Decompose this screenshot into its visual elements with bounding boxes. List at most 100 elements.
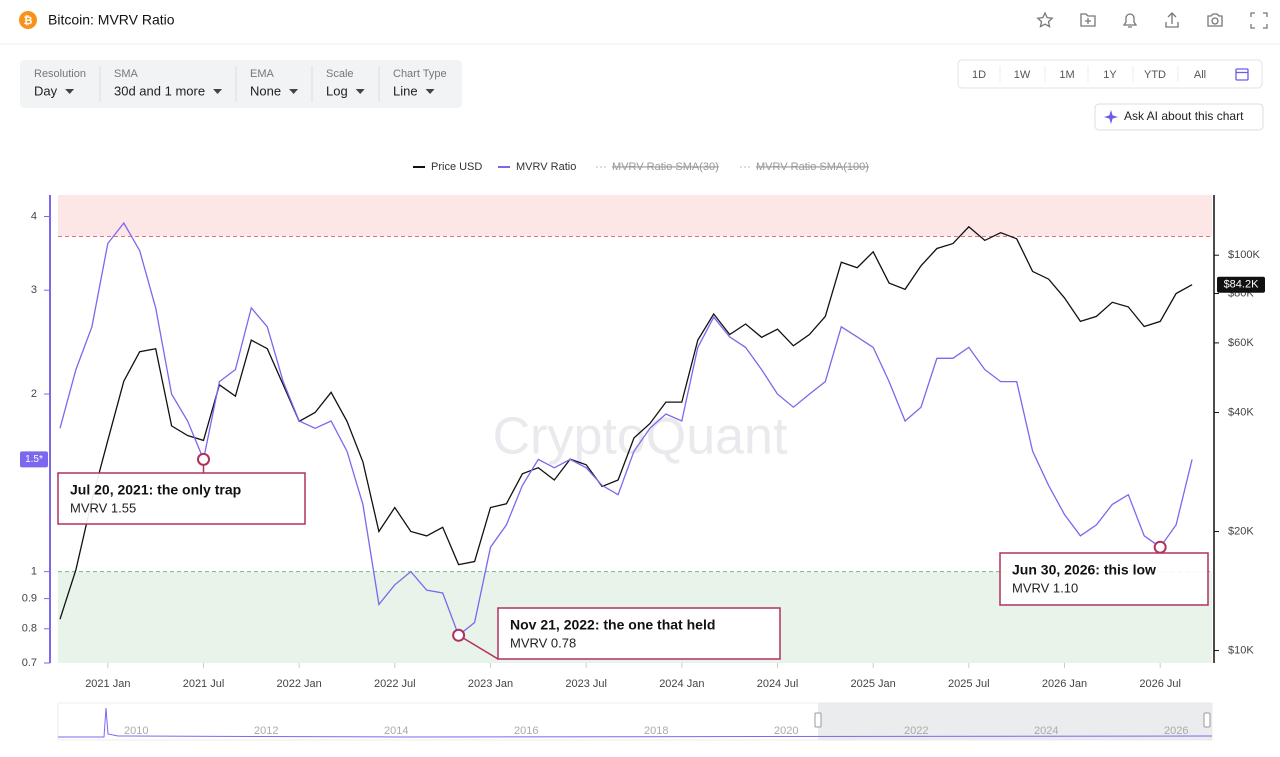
y-tick-label: 0.9: [22, 593, 37, 605]
value-badge: [20, 451, 48, 468]
legend-label[interactable]: Price USD: [431, 161, 482, 173]
series-line: [59, 225, 1193, 620]
control-value[interactable]: Line: [393, 83, 418, 98]
dropdown-caret: [289, 89, 299, 94]
y-tick-label: 0.8: [22, 623, 37, 635]
x-tick-label: 2024 Jan: [659, 678, 704, 690]
x-tick-label: 2025 Jan: [851, 678, 896, 690]
control-label: SMA: [114, 68, 139, 80]
x-tick-label: 2021 Jul: [183, 678, 225, 690]
range-button[interactable]: All: [1194, 69, 1206, 81]
x-tick-label: 2022 Jan: [277, 678, 322, 690]
annotation-title: Jun 30, 2026: this low: [1012, 562, 1156, 578]
annotation-text: MVRV 1.55: [70, 500, 136, 515]
x-tick-label: 2022 Jul: [374, 678, 416, 690]
folder-icon[interactable]: [1080, 13, 1096, 27]
y2-tick-label: $60K: [1228, 337, 1254, 349]
control-value[interactable]: Log: [326, 83, 348, 98]
dropdown-caret: [355, 89, 365, 94]
navigator-year: 2014: [384, 725, 408, 737]
fullscreen-icon[interactable]: [1250, 12, 1268, 29]
navigator-year: 2010: [124, 725, 148, 737]
share-icon[interactable]: [1165, 12, 1179, 28]
range-selector: [957, 59, 1263, 89]
range-button[interactable]: 1M: [1059, 69, 1074, 81]
x-tick-label: 2026 Jul: [1139, 678, 1181, 690]
range-button[interactable]: 1D: [972, 69, 986, 81]
range-buttons: 1D 1W 1M 1Y YTD All: [972, 66, 1206, 82]
y2-tick-label: $100K: [1228, 249, 1260, 261]
annotation-box: [497, 607, 781, 660]
ask-ai-label[interactable]: Ask AI about this chart: [1124, 109, 1244, 123]
ask-ai-button[interactable]: [1094, 103, 1264, 131]
annotation-box: [999, 552, 1209, 606]
favorite-icon[interactable]: [1036, 11, 1054, 28]
navigator-year: 2016: [514, 725, 538, 737]
control-label: Scale: [326, 68, 354, 80]
annotation-title: Nov 21, 2022: the one that held: [510, 617, 715, 633]
chart: 0.70.80.91234$10K$20K$40K$60K$80K$100K20…: [20, 161, 1265, 690]
x-tick-label: 2021 Jan: [85, 678, 130, 690]
alert-icon[interactable]: [1122, 13, 1138, 28]
annotation-marker: [1153, 540, 1167, 554]
overheated-zone: [58, 195, 1212, 237]
navigator-year: 2018: [644, 725, 668, 737]
value-badge-label: $84.2K: [1224, 279, 1260, 291]
watermark: CryptoQuant: [493, 408, 788, 466]
control-label: Resolution: [34, 68, 86, 80]
dropdown-caret: [65, 89, 75, 94]
toolbar: [20, 60, 462, 108]
range-button[interactable]: 1W: [1014, 69, 1031, 81]
annotation-marker: [197, 452, 210, 466]
range-button[interactable]: 1Y: [1103, 69, 1117, 81]
x-tick-label: 2026 Jan: [1042, 678, 1087, 690]
y2-tick-label: $40K: [1228, 406, 1254, 418]
series-line: [59, 221, 1193, 637]
control-value[interactable]: None: [250, 83, 281, 98]
coin-icon: [19, 11, 37, 29]
navigator-labels: 2010 2012 2014 2016 2018 2020 2022 2024 2026: [124, 725, 1188, 737]
navigator-year: 2020: [774, 725, 798, 737]
control-value[interactable]: 30d and 1 more: [114, 83, 205, 98]
header-icons[interactable]: [1036, 11, 1268, 29]
control-label: Chart Type: [393, 68, 447, 80]
x-tick-label: 2025 Jul: [948, 678, 990, 690]
value-badge: [1217, 276, 1265, 293]
y-tick-label: 0.7: [22, 657, 37, 669]
camera-icon[interactable]: [1207, 13, 1223, 27]
toolbar-groups: Resolution Day SMA 30d and 1 more EMA None Sca…: [34, 66, 447, 102]
range-button[interactable]: YTD: [1144, 69, 1166, 81]
dropdown-caret: [425, 89, 435, 94]
y-tick-label: 1: [31, 566, 37, 578]
navigator-handle-left[interactable]: [814, 712, 822, 728]
y-tick-label: 2: [31, 388, 37, 400]
control-value[interactable]: Day: [34, 83, 58, 98]
navigator-window[interactable]: [818, 703, 1212, 740]
x-tick-label: 2024 Jul: [757, 678, 799, 690]
annotation-text: MVRV 0.78: [510, 635, 576, 650]
page-title: Bitcoin: MVRV Ratio: [48, 12, 175, 28]
annotation-text: MVRV 1.10: [1012, 580, 1078, 595]
annotation-title: Jul 20, 2021: the only trap: [70, 482, 241, 498]
y-tick-label: 4: [31, 210, 37, 222]
legend-label[interactable]: MVRV Ratio: [516, 161, 576, 173]
zones: [58, 195, 1212, 663]
annotation-marker: [452, 628, 466, 642]
x-tick-label: 2023 Jul: [565, 678, 607, 690]
camera-lens: [1211, 17, 1219, 25]
ai-icon: [1104, 110, 1118, 124]
navigator-year: 2024: [1034, 725, 1058, 737]
annotation-connector: [458, 634, 499, 660]
value-badge-label: 1.5*: [25, 454, 43, 465]
y2-tick-label: $10K: [1228, 644, 1254, 656]
dropdown-caret: [213, 89, 223, 94]
y-tick-label: 3: [31, 284, 37, 296]
calendar-icon[interactable]: [1235, 68, 1249, 81]
navigator-handle-right[interactable]: [1203, 712, 1211, 728]
navigator-year: 2022: [904, 725, 928, 737]
navigator-year: 2012: [254, 725, 278, 737]
navigator-year: 2026: [1164, 725, 1188, 737]
y2-tick-label: $20K: [1228, 525, 1254, 537]
control-label: EMA: [250, 68, 275, 80]
